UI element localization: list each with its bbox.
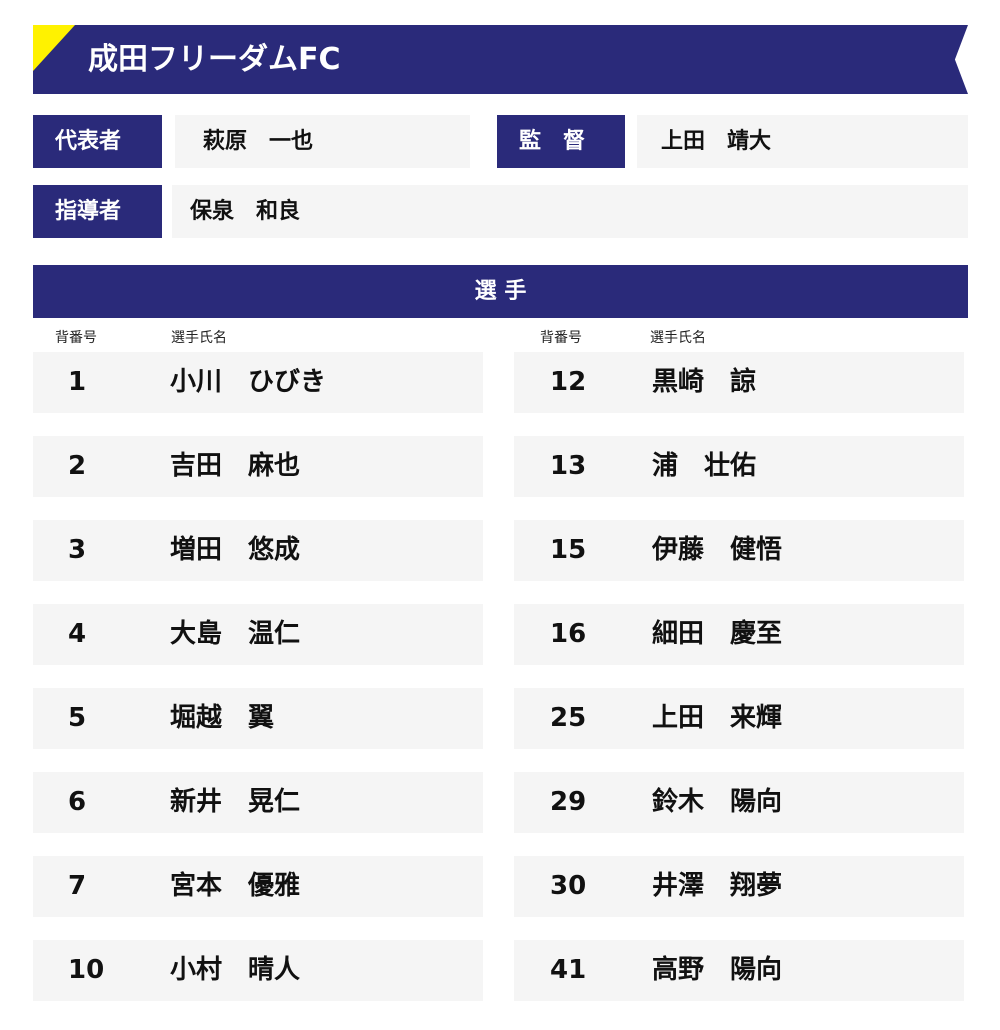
player-name: 上田 来輝 <box>652 703 783 733</box>
coach-name: 保泉 和良 <box>172 185 968 238</box>
player-name: 細田 慶至 <box>652 619 783 649</box>
coach-label: 指導者 <box>33 185 162 238</box>
player-number: 6 <box>68 787 87 817</box>
player-row: 29 鈴木 陽向 <box>514 772 964 833</box>
player-number: 13 <box>550 451 587 481</box>
player-number: 2 <box>68 451 87 481</box>
player-row: 4 大島 温仁 <box>33 604 483 665</box>
player-row: 5 堀越 翼 <box>33 688 483 749</box>
col-number-right: 背番号 <box>540 330 582 346</box>
player-name: 伊藤 健悟 <box>652 535 783 565</box>
player-row: 41 高野 陽向 <box>514 940 964 1001</box>
team-title-bar <box>33 25 968 94</box>
player-name: 高野 陽向 <box>652 955 783 985</box>
player-name: 小川 ひびき <box>170 367 327 397</box>
player-row: 1 小川 ひびき <box>33 352 483 413</box>
manager-label: 監 督 <box>497 115 625 168</box>
player-name: 浦 壮佑 <box>652 451 757 481</box>
representative-label: 代表者 <box>33 115 162 168</box>
player-number: 15 <box>550 535 587 565</box>
manager-name: 上田 靖大 <box>637 115 968 168</box>
player-number: 25 <box>550 703 587 733</box>
representative-name: 萩原 一也 <box>175 115 470 168</box>
player-number: 5 <box>68 703 87 733</box>
player-name: 黒崎 諒 <box>652 367 757 397</box>
player-name: 鈴木 陽向 <box>652 787 783 817</box>
player-number: 30 <box>550 871 587 901</box>
col-number-left: 背番号 <box>55 330 97 346</box>
player-number: 4 <box>68 619 87 649</box>
player-name: 井澤 翔夢 <box>652 871 783 901</box>
player-name: 小村 晴人 <box>170 955 301 985</box>
player-number: 16 <box>550 619 587 649</box>
player-number: 12 <box>550 367 587 397</box>
player-number: 3 <box>68 535 87 565</box>
player-name: 増田 悠成 <box>170 535 301 565</box>
player-number: 41 <box>550 955 587 985</box>
player-row: 10 小村 晴人 <box>33 940 483 1001</box>
player-row: 2 吉田 麻也 <box>33 436 483 497</box>
team-name: 成田フリーダムFC <box>88 42 341 77</box>
player-row: 7 宮本 優雅 <box>33 856 483 917</box>
player-row: 12 黒崎 諒 <box>514 352 964 413</box>
player-name: 吉田 麻也 <box>170 451 301 481</box>
player-row: 13 浦 壮佑 <box>514 436 964 497</box>
player-row: 3 増田 悠成 <box>33 520 483 581</box>
player-number: 29 <box>550 787 587 817</box>
col-name-left: 選手氏名 <box>171 330 227 346</box>
player-name: 大島 温仁 <box>170 619 301 649</box>
player-number: 1 <box>68 367 87 397</box>
player-name: 新井 晃仁 <box>170 787 301 817</box>
player-row: 15 伊藤 健悟 <box>514 520 964 581</box>
player-row: 30 井澤 翔夢 <box>514 856 964 917</box>
player-row: 25 上田 来輝 <box>514 688 964 749</box>
players-section-title: 選 手 <box>33 265 968 318</box>
player-number: 10 <box>68 955 105 985</box>
player-row: 6 新井 晃仁 <box>33 772 483 833</box>
col-name-right: 選手氏名 <box>650 330 706 346</box>
player-row: 16 細田 慶至 <box>514 604 964 665</box>
player-name: 堀越 翼 <box>170 703 275 733</box>
player-number: 7 <box>68 871 87 901</box>
player-name: 宮本 優雅 <box>170 871 301 901</box>
